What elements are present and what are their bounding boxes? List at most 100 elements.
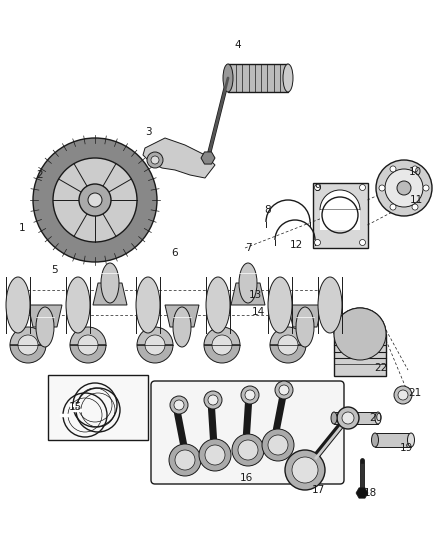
Circle shape: [423, 185, 429, 191]
Wedge shape: [70, 327, 106, 345]
Circle shape: [79, 184, 111, 216]
Text: 5: 5: [52, 265, 58, 275]
Ellipse shape: [206, 277, 230, 333]
Text: 16: 16: [240, 473, 253, 483]
Wedge shape: [204, 327, 240, 345]
Circle shape: [241, 386, 259, 404]
Bar: [375, 433, 411, 447]
Ellipse shape: [101, 263, 119, 303]
Ellipse shape: [239, 263, 257, 303]
Wedge shape: [137, 327, 173, 345]
Text: 12: 12: [290, 240, 303, 250]
Circle shape: [334, 308, 386, 360]
Polygon shape: [288, 305, 322, 327]
FancyBboxPatch shape: [151, 381, 344, 484]
Text: 22: 22: [374, 363, 388, 373]
Ellipse shape: [283, 64, 293, 92]
Wedge shape: [270, 345, 306, 363]
Text: 4: 4: [235, 40, 241, 50]
Text: 21: 21: [408, 388, 422, 398]
Polygon shape: [165, 305, 199, 327]
Text: 15: 15: [68, 402, 81, 412]
Text: 7: 7: [245, 243, 251, 253]
Text: 9: 9: [314, 183, 321, 193]
Circle shape: [175, 450, 195, 470]
Ellipse shape: [371, 433, 378, 447]
Ellipse shape: [36, 307, 54, 347]
Circle shape: [212, 335, 232, 355]
Ellipse shape: [268, 277, 292, 333]
Text: 13: 13: [248, 290, 261, 300]
Bar: [312, 182, 367, 247]
Circle shape: [33, 138, 157, 262]
Wedge shape: [137, 345, 173, 363]
Bar: [48, 375, 148, 440]
Ellipse shape: [375, 412, 381, 424]
Circle shape: [390, 204, 396, 210]
Ellipse shape: [318, 277, 342, 333]
Polygon shape: [143, 138, 215, 178]
Circle shape: [245, 390, 255, 400]
Bar: [228, 64, 288, 92]
Ellipse shape: [173, 307, 191, 347]
Circle shape: [145, 335, 165, 355]
Circle shape: [18, 335, 38, 355]
Circle shape: [174, 400, 184, 410]
Circle shape: [398, 390, 408, 400]
Circle shape: [385, 169, 423, 207]
Bar: [320, 210, 360, 230]
Wedge shape: [320, 190, 360, 210]
Text: 19: 19: [399, 443, 413, 453]
Ellipse shape: [136, 277, 160, 333]
Circle shape: [275, 381, 293, 399]
Wedge shape: [70, 345, 106, 363]
Wedge shape: [270, 327, 306, 345]
Text: 1: 1: [19, 223, 25, 233]
Polygon shape: [93, 283, 127, 305]
Circle shape: [397, 181, 411, 195]
Text: 10: 10: [409, 167, 421, 177]
Text: 17: 17: [311, 485, 325, 495]
Text: 6: 6: [172, 248, 178, 258]
Circle shape: [412, 166, 418, 172]
Ellipse shape: [66, 277, 90, 333]
Wedge shape: [204, 345, 240, 363]
Circle shape: [78, 335, 98, 355]
Circle shape: [262, 429, 294, 461]
Polygon shape: [356, 488, 368, 498]
Text: 20: 20: [369, 413, 382, 423]
Circle shape: [238, 440, 258, 460]
Circle shape: [88, 193, 102, 207]
Polygon shape: [201, 152, 215, 164]
Circle shape: [170, 396, 188, 414]
Circle shape: [151, 156, 159, 164]
Circle shape: [279, 385, 289, 395]
Wedge shape: [334, 308, 386, 334]
Circle shape: [360, 184, 365, 190]
Circle shape: [342, 412, 354, 424]
Text: 11: 11: [410, 195, 423, 205]
Polygon shape: [231, 283, 265, 305]
Wedge shape: [10, 345, 46, 363]
Ellipse shape: [407, 433, 414, 447]
Circle shape: [204, 391, 222, 409]
Circle shape: [379, 185, 385, 191]
Polygon shape: [28, 305, 62, 327]
Circle shape: [412, 204, 418, 210]
Ellipse shape: [296, 307, 314, 347]
Circle shape: [208, 395, 218, 405]
Circle shape: [278, 335, 298, 355]
Ellipse shape: [6, 277, 30, 333]
Circle shape: [314, 239, 321, 246]
Circle shape: [285, 450, 325, 490]
Circle shape: [169, 444, 201, 476]
Wedge shape: [10, 327, 46, 345]
Text: 8: 8: [265, 205, 271, 215]
Bar: [334, 412, 378, 424]
Text: 3: 3: [145, 127, 151, 137]
Circle shape: [199, 439, 231, 471]
Text: 2: 2: [37, 170, 43, 180]
Circle shape: [53, 158, 137, 242]
Circle shape: [268, 435, 288, 455]
Circle shape: [337, 407, 359, 429]
